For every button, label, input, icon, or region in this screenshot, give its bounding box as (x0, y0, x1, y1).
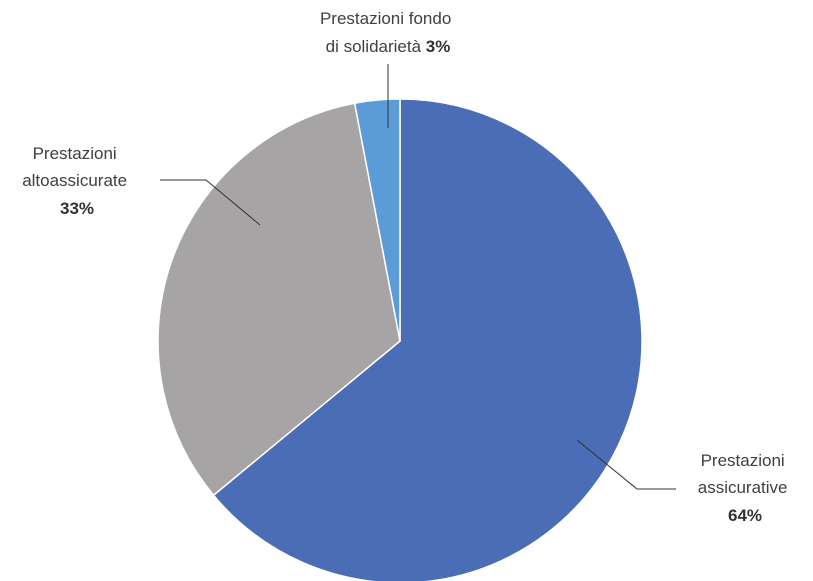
pie-slices (157, 98, 643, 581)
pie-slice-solidarieta (353, 98, 401, 342)
slice-label-line: Prestazioni fondo (320, 9, 451, 28)
slice-percent-label: 64% (728, 506, 762, 525)
leader-line-altoassicurate (160, 179, 261, 226)
slice-percent-label: 33% (60, 199, 94, 218)
slice-label-line: Prestazioni (33, 144, 117, 163)
slice-label-solidarieta: Prestazioni fondo di solidarietà 3% (320, 9, 456, 56)
pie-slice-assicurative (212, 98, 643, 581)
leader-line-assicurative (576, 439, 676, 490)
slice-label-line: assicurative (698, 478, 788, 497)
slice-percent-label: 3% (426, 37, 451, 56)
slice-label-altoassicurate: Prestazioni altoassicurate 33% (22, 144, 132, 218)
slice-label-line: Prestazioni (701, 451, 785, 470)
slice-label-line: di solidarietà (326, 37, 422, 56)
slice-label-assicurative: Prestazioni assicurative 64% (698, 451, 793, 525)
slice-label-line: altoassicurate (22, 171, 127, 190)
pie-slice-altoassicurate (157, 102, 401, 497)
